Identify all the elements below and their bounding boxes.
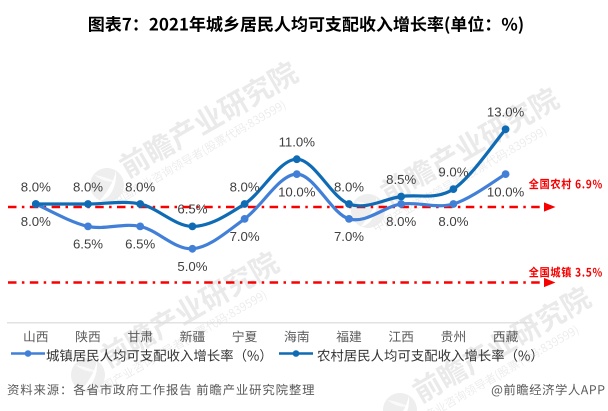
svg-text:6.5%: 6.5% <box>125 237 155 252</box>
svg-text:8.0%: 8.0% <box>21 214 51 229</box>
svg-text:10.0%: 10.0% <box>487 184 525 199</box>
svg-text:9.0%: 9.0% <box>438 164 468 179</box>
svg-text:5.0%: 5.0% <box>177 259 207 274</box>
svg-text:6.5%: 6.5% <box>73 237 103 252</box>
svg-text:13.0%: 13.0% <box>487 105 525 120</box>
svg-text:7.0%: 7.0% <box>334 229 364 244</box>
svg-text:11.0%: 11.0% <box>279 135 316 150</box>
svg-text:8.0%: 8.0% <box>386 214 416 229</box>
svg-text:8.0%: 8.0% <box>73 179 103 194</box>
svg-text:7.0%: 7.0% <box>230 229 260 244</box>
svg-text:8.0%: 8.0% <box>125 179 155 194</box>
svg-text:8.0%: 8.0% <box>438 214 468 229</box>
svg-text:8.0%: 8.0% <box>21 179 51 194</box>
svg-text:6.5%: 6.5% <box>177 202 207 217</box>
svg-text:10.0%: 10.0% <box>278 184 316 199</box>
svg-text:8.0%: 8.0% <box>334 179 364 194</box>
svg-text:8.0%: 8.0% <box>230 179 260 194</box>
svg-text:8.5%: 8.5% <box>386 172 416 187</box>
